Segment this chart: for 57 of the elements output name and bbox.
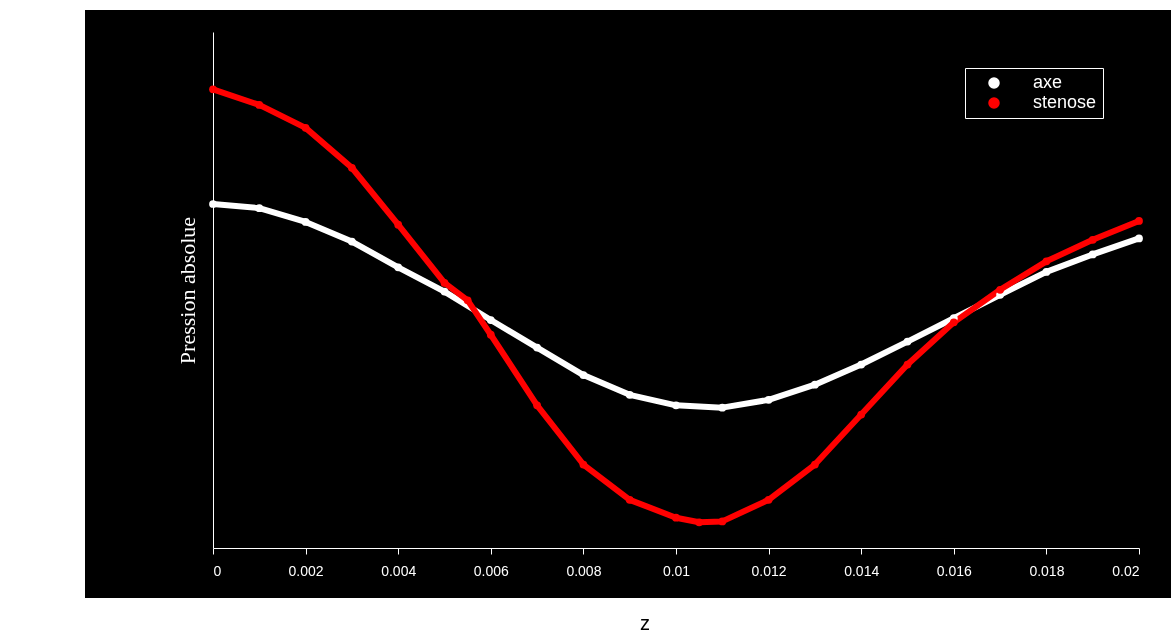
point — [625, 495, 634, 504]
point — [949, 318, 958, 327]
point — [903, 337, 912, 346]
point — [857, 410, 866, 419]
point — [625, 390, 634, 399]
point — [255, 101, 264, 109]
x-tick-label: 0.014 — [844, 562, 880, 579]
point — [1135, 217, 1143, 225]
point — [440, 287, 449, 296]
x-tick-label: 0.006 — [473, 562, 510, 579]
point — [857, 360, 866, 369]
x-axis-title: z — [639, 612, 651, 635]
x-tick-label: 0.004 — [381, 562, 417, 579]
point — [1042, 257, 1051, 266]
x-tick-label: 0.002 — [288, 562, 324, 579]
point — [672, 401, 680, 410]
point — [718, 517, 727, 526]
x-tick-label: 0.008 — [566, 562, 602, 579]
point — [718, 403, 727, 412]
point — [672, 513, 680, 522]
point — [695, 518, 704, 527]
point — [348, 163, 356, 172]
point — [1135, 234, 1143, 243]
point — [301, 124, 310, 132]
point — [463, 296, 472, 305]
point — [301, 218, 310, 226]
point — [533, 401, 541, 410]
point — [1042, 268, 1051, 276]
y-axis-title: Pression absolue — [174, 216, 200, 365]
x-tick-label: 0.02 — [1112, 562, 1140, 579]
point — [394, 263, 403, 272]
x-tick-label: 0.01 — [662, 562, 691, 579]
x-tick-label: 0 — [213, 562, 222, 579]
point — [1088, 250, 1097, 259]
point — [209, 85, 217, 94]
x-tick-label: 0.016 — [936, 562, 973, 579]
point — [764, 495, 773, 504]
point — [209, 200, 217, 208]
point — [486, 316, 495, 324]
x-tick-label: 0.018 — [1029, 562, 1065, 579]
point — [811, 460, 819, 469]
point — [811, 380, 819, 389]
point — [1088, 235, 1097, 244]
point — [440, 279, 449, 287]
point — [394, 220, 403, 229]
x-tick-label: 0.012 — [751, 562, 787, 579]
point — [579, 460, 588, 469]
point — [533, 343, 541, 352]
point — [255, 204, 264, 212]
point — [348, 237, 356, 246]
point — [486, 330, 495, 339]
legend-label: stenose — [1033, 92, 1097, 112]
point — [579, 371, 588, 379]
legend-label: axe — [1033, 72, 1063, 92]
point — [764, 395, 773, 404]
point — [903, 360, 912, 369]
point — [996, 285, 1004, 294]
